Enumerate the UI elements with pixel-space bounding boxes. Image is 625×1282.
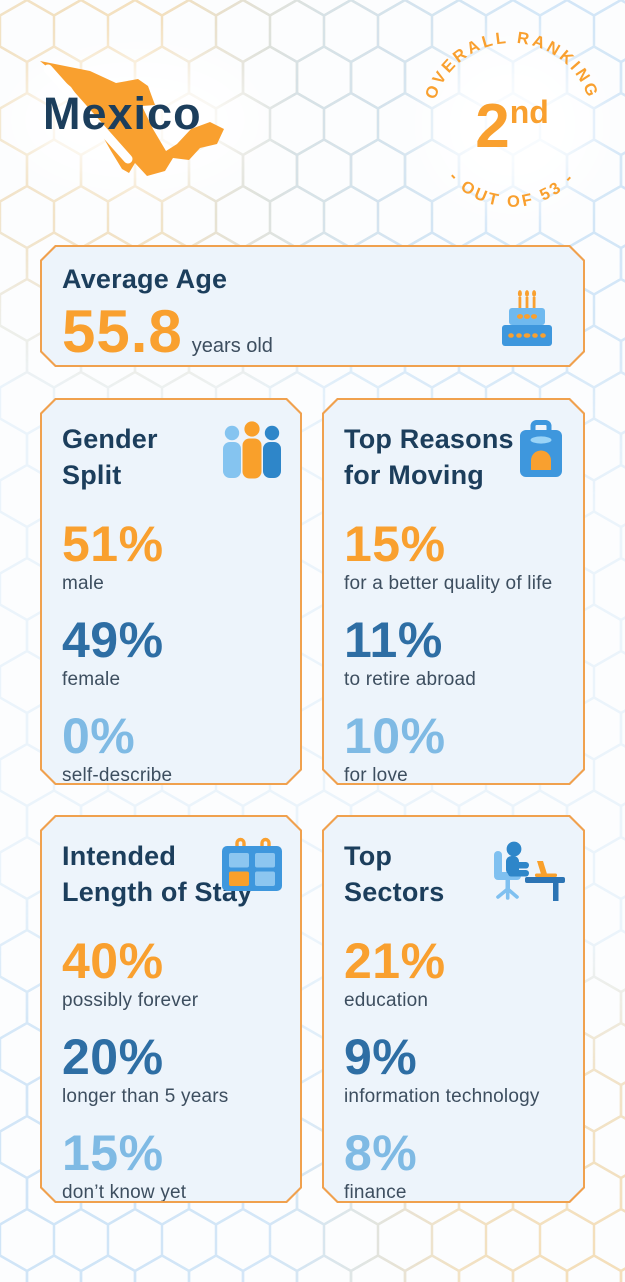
stat-for-love: 10% for love	[344, 710, 563, 787]
stat-value: 20%	[62, 1029, 164, 1086]
stat-label: female	[62, 669, 121, 691]
stat-value: 10%	[344, 708, 446, 765]
length-of-stay-title: Intended Length of Stay	[62, 841, 253, 907]
ranking-arc-top: OVERALL RANKING	[422, 29, 602, 102]
stat-finance: 8% finance	[344, 1127, 563, 1204]
top-reasons-stats: 15% for a better quality of life 11% to …	[344, 518, 563, 787]
top-reasons-card: Top Reasons for Moving 15% for a better …	[322, 398, 585, 785]
stat-value: 15%	[62, 1125, 164, 1182]
overall-ranking-badge: OVERALL RANKING - OUT OF 53 - 2nd	[417, 28, 607, 218]
stat-information-technology: 9% information technology	[344, 1031, 563, 1108]
desk-worker-icon	[491, 837, 567, 903]
stat-value: 0%	[62, 708, 136, 765]
stat-value: 11%	[344, 612, 443, 669]
gender-split-card: Gender Split 51% male 49% female	[40, 398, 302, 785]
mexico-map-icon	[14, 58, 230, 190]
stat-value: 8%	[344, 1125, 418, 1182]
stat-education: 21% education	[344, 935, 563, 1012]
stat-label: don’t know yet	[62, 1182, 187, 1204]
birthday-cake-icon	[497, 289, 557, 351]
people-icon	[220, 420, 284, 480]
stat-label: finance	[344, 1182, 407, 1204]
length-of-stay-card: Intended Length of Stay 40% possibly for…	[40, 815, 302, 1203]
stat-value: 9%	[344, 1029, 418, 1086]
gender-split-title: Gender Split	[62, 424, 158, 490]
stat-value: 49%	[62, 612, 164, 669]
top-reasons-title: Top Reasons for Moving	[344, 424, 514, 490]
stat-male: 51% male	[62, 518, 280, 595]
stat-retire-abroad: 11% to retire abroad	[344, 614, 563, 691]
gender-split-stats: 51% male 49% female 0% self-describe	[62, 518, 280, 787]
ranking-value: 2nd	[475, 92, 549, 161]
stat-label: self-describe	[62, 765, 173, 787]
stat-label: longer than 5 years	[62, 1086, 229, 1108]
stat-value: 21%	[344, 933, 446, 990]
stat-label: for love	[344, 765, 408, 787]
stat-label: for a better quality of life	[344, 573, 553, 595]
stat-self-describe: 0% self-describe	[62, 710, 280, 787]
average-age-unit: years old	[191, 334, 273, 357]
badge-glow	[425, 40, 600, 210]
stat-label: education	[344, 990, 429, 1012]
stat-value: 15%	[344, 516, 446, 573]
stat-possibly-forever: 40% possibly forever	[62, 935, 280, 1012]
average-age-value: 55.8	[62, 297, 183, 365]
stat-label: information technology	[344, 1086, 540, 1108]
top-sectors-stats: 21% education 9% information technology …	[344, 935, 563, 1204]
country-title: Mexico	[43, 88, 202, 139]
top-sectors-title: Top Sectors	[344, 841, 445, 907]
average-age-card: Average Age 55.8 years old	[40, 245, 585, 367]
suitcase-icon	[515, 420, 567, 484]
ranking-arc-bottom: - OUT OF 53 -	[445, 168, 578, 211]
calendar-icon	[220, 837, 284, 895]
stat-value: 51%	[62, 516, 164, 573]
stat-label: to retire abroad	[344, 669, 477, 691]
stat-dont-know-yet: 15% don’t know yet	[62, 1127, 280, 1204]
average-age-title: Average Age	[62, 264, 228, 294]
stat-label: male	[62, 573, 104, 595]
stat-longer-than-5-years: 20% longer than 5 years	[62, 1031, 280, 1108]
top-sectors-card: Top Sectors 21% education	[322, 815, 585, 1203]
stat-quality-of-life: 15% for a better quality of life	[344, 518, 563, 595]
stat-label: possibly forever	[62, 990, 199, 1012]
stat-value: 40%	[62, 933, 164, 990]
length-of-stay-stats: 40% possibly forever 20% longer than 5 y…	[62, 935, 280, 1204]
stat-female: 49% female	[62, 614, 280, 691]
